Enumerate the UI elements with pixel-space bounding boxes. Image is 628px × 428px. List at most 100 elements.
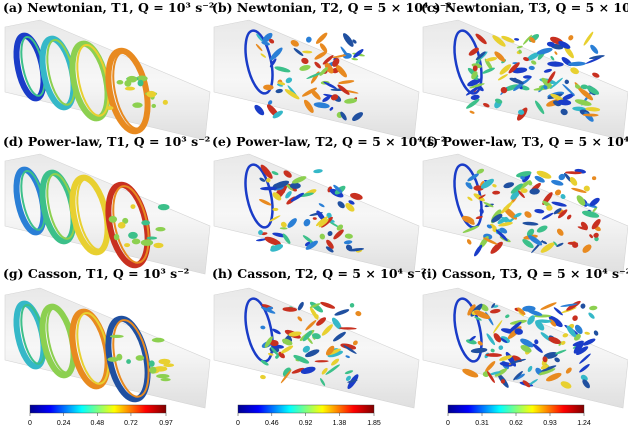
vortex-blob: [584, 331, 590, 335]
vortex-blob: [333, 229, 344, 240]
vortex-ring: [453, 297, 483, 363]
vortex-blob: [343, 240, 353, 245]
vortex-blob: [566, 325, 577, 338]
vortex-blob: [554, 189, 562, 196]
vessel: [213, 287, 420, 409]
vortex-blob: [564, 79, 570, 85]
vortex-blob: [493, 333, 502, 343]
vortex-blob: [345, 244, 353, 251]
vortex-blob: [475, 57, 482, 66]
vortex-blob: [531, 60, 537, 65]
vortex-blob: [267, 100, 273, 105]
vortex-blob: [535, 320, 545, 331]
vortex-blob: [554, 357, 560, 363]
vortex-blob: [334, 309, 350, 316]
vortex-blob: [556, 228, 564, 236]
vortex-blob: [589, 305, 598, 311]
vortex-blob: [276, 189, 286, 195]
vortex-blob: [499, 64, 512, 75]
vortex-blob: [313, 102, 330, 109]
vortex-blob: [289, 182, 301, 189]
panel-title: (h) Casson, T2, Q = 5 × 10⁴ s⁻²: [212, 266, 427, 281]
vortex-blob: [565, 367, 572, 374]
vortex-blob: [266, 306, 274, 311]
vortex-blob: [547, 71, 556, 84]
vortex-blob: [280, 345, 294, 354]
vortex-blob: [574, 84, 581, 89]
vortex-blob: [160, 378, 171, 382]
vortex-blob: [297, 316, 303, 322]
vortex-blob: [495, 229, 508, 242]
vortex-blob: [475, 216, 483, 220]
vortex-render: [213, 287, 420, 409]
vortex-blob: [344, 370, 354, 375]
vortex-blob: [579, 353, 591, 364]
colorbar-tick-label: 1.85: [367, 420, 381, 427]
vortex-blob: [350, 192, 363, 200]
vortex-blob: [492, 35, 506, 47]
vortex-blob: [588, 312, 595, 319]
vortex-blob: [301, 57, 309, 64]
vortex-blob: [311, 333, 321, 340]
vortex-blob: [322, 95, 331, 102]
panel-title: (a) Newtonian, T1, Q = 10³ s⁻²: [3, 0, 214, 15]
vortex-blob: [352, 112, 364, 121]
vortex-blob: [269, 215, 281, 222]
vortex-blob: [282, 307, 298, 312]
vortex-blob: [355, 311, 362, 317]
vortex-blob: [489, 223, 497, 230]
vortex-blob: [540, 242, 555, 253]
vortex-blob: [522, 34, 533, 45]
vortex-blob: [522, 239, 534, 249]
vortex-blob: [518, 310, 525, 317]
vortex-blob: [580, 88, 594, 101]
colorbar: [237, 404, 375, 414]
vortex-blob: [572, 315, 578, 321]
colorbar-tick-label: 0.97: [159, 420, 173, 427]
vortex-blob: [520, 338, 534, 348]
vortex-blob: [474, 316, 482, 321]
vortex-blob: [337, 84, 350, 95]
vortex-blob: [540, 302, 557, 310]
vortex-blob: [520, 344, 532, 353]
vortex-render: [4, 287, 211, 409]
vortex-blob: [528, 378, 538, 386]
vortex-blob: [351, 58, 359, 61]
vortex-blob: [566, 300, 581, 311]
vortex-blob: [352, 39, 357, 44]
vortex-blob: [344, 98, 357, 104]
vortex-blob: [577, 226, 588, 231]
colorbar-tick-label: 0: [446, 420, 450, 427]
vortex-blob: [492, 184, 497, 188]
vortex-blob: [520, 176, 525, 180]
vortex-blob: [513, 212, 522, 218]
vortex-blob: [510, 190, 520, 200]
vortex-blob: [490, 241, 503, 254]
vortex-ring: [112, 51, 150, 130]
vortex-blob: [562, 83, 575, 96]
vortex-blob: [310, 89, 321, 100]
vortex-blob: [272, 328, 281, 335]
vortex-blob: [282, 233, 291, 244]
vortex-blob: [473, 193, 485, 202]
vortex-blob: [157, 204, 170, 211]
vortex-blob: [518, 49, 522, 54]
vortex-blob: [486, 224, 492, 229]
vortex-blob: [272, 207, 279, 211]
vortex-blob: [279, 227, 288, 230]
vortex-blob: [305, 320, 317, 331]
vortex-blob: [582, 244, 592, 253]
vortex-blob: [332, 58, 340, 67]
vortex-blob: [309, 303, 321, 308]
vortex-blob: [498, 345, 504, 350]
vortex-blob: [546, 205, 553, 211]
vortex-render: [422, 153, 628, 275]
vortex-blob: [340, 343, 357, 350]
panel-title: (g) Casson, T1, Q = 10³ s⁻²: [3, 266, 189, 281]
vortex-blob: [260, 53, 267, 58]
vortex-blob: [518, 109, 525, 115]
vortex-blob: [485, 353, 503, 357]
vortex-blob: [269, 339, 279, 347]
vortex-blob: [497, 74, 508, 81]
